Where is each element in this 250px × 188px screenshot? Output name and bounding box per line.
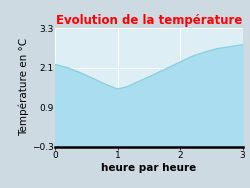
X-axis label: heure par heure: heure par heure: [101, 163, 196, 173]
Title: Evolution de la température: Evolution de la température: [56, 14, 242, 27]
Y-axis label: Température en °C: Température en °C: [18, 38, 29, 136]
